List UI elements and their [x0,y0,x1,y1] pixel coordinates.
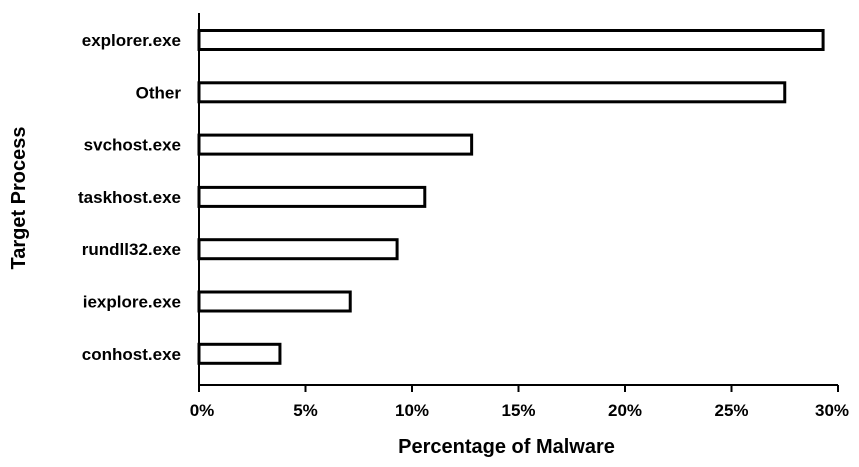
category-label: svchost.exe [84,136,181,155]
x-tick-label: 15% [501,401,535,420]
x-tick-label: 25% [714,401,748,420]
category-label: conhost.exe [82,345,181,364]
bar-conhost-exe [197,342,282,365]
category-label: taskhost.exe [78,188,181,207]
bar-other [197,81,787,104]
bar-iexplore-exe [197,290,352,313]
x-tick-label: 30% [815,401,849,420]
x-tick-label: 5% [293,401,318,420]
bar-svchost-exe [197,133,474,156]
bar-rundll32-exe [197,238,399,261]
bar-explorer-exe [197,29,825,51]
x-axis-title: Percentage of Malware [398,436,615,458]
y-axis-title: Target Process [8,126,30,269]
category-label: Other [136,83,182,102]
ticks-layer: 0% 5% 10% 15% 20% 25% 30% [190,385,849,420]
bars-layer [197,29,825,365]
x-tick-label: 0% [190,401,215,420]
category-label: rundll32.exe [82,240,181,259]
category-label: iexplore.exe [83,293,181,312]
bar-taskhost-exe [197,185,427,208]
x-tick-label: 10% [395,401,429,420]
category-labels: explorer.exe Other svchost.exe taskhost.exe… [78,31,181,364]
category-label: explorer.exe [82,31,181,50]
x-tick-label: 20% [608,401,642,420]
